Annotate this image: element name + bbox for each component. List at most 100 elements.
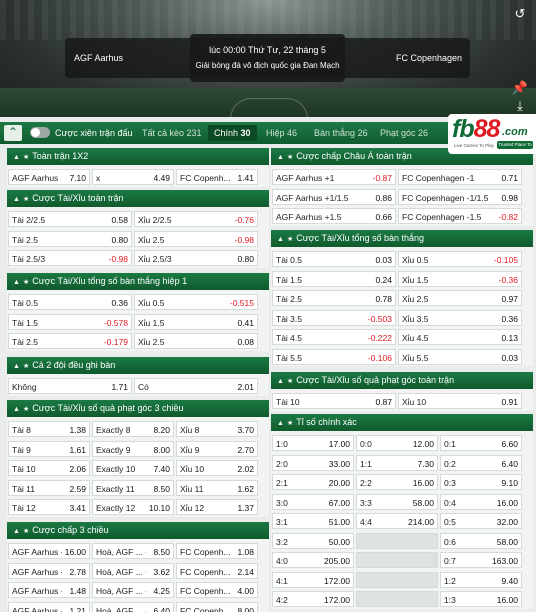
odds-cell[interactable]: 0:6 58.00 — [440, 532, 522, 549]
odds-cell[interactable]: 1:3 16.00 — [440, 591, 522, 607]
odds-cell[interactable]: FC Copenh... -2 4.00 — [176, 582, 258, 598]
odds-cell[interactable]: x 4.49 — [92, 169, 174, 185]
odds-cell[interactable]: FC Copenh... 1.41 — [176, 169, 258, 185]
tab-corners[interactable]: Phạt góc 26 — [380, 128, 429, 138]
odds-cell[interactable]: Hoà, AGF ... +1 3.62 — [92, 562, 174, 579]
odds-cell[interactable]: AGF Aarhus 7.10 — [8, 169, 90, 185]
star-icon[interactable]: ★ — [286, 236, 294, 243]
tab-all-markets[interactable]: Tất cả kèo 231 — [142, 128, 202, 138]
odds-cell[interactable]: AGF Aarhus +3 1.21 — [8, 601, 90, 612]
odds-cell[interactable]: 3:1 51.00 — [272, 513, 354, 529]
odds-cell[interactable]: AGF Aarhus +2 1.48 — [8, 582, 90, 598]
odds-cell[interactable]: 3:0 67.00 — [272, 493, 354, 510]
chevron-up-icon[interactable]: ▲ — [277, 378, 284, 385]
odds-cell[interactable]: 4:1 172.00 — [272, 571, 354, 588]
odds-cell[interactable]: Có 2.01 — [134, 378, 258, 394]
odds-cell[interactable]: Xỉu 1.5 0.41 — [134, 313, 258, 330]
odds-cell[interactable]: 2:2 16.00 — [356, 474, 438, 490]
chevron-up-icon[interactable]: ▲ — [13, 528, 20, 535]
odds-cell[interactable]: Xỉu 3.5 0.36 — [398, 309, 522, 326]
odds-cell[interactable]: Xỉu 4.5 0.13 — [398, 329, 522, 345]
odds-cell[interactable]: Xỉu 8 3.70 — [176, 421, 258, 437]
odds-cell[interactable]: 2:0 33.00 — [272, 454, 354, 471]
odds-cell[interactable]: Hoà, AGF ... +3 6.40 — [92, 601, 174, 612]
odds-cell[interactable]: Exactly 8 8.20 — [92, 421, 174, 437]
odds-cell[interactable]: 0:2 6.40 — [440, 454, 522, 471]
odds-cell[interactable]: Tài 2.5 0.80 — [8, 230, 132, 247]
chevron-up-icon[interactable]: ▲ — [13, 363, 20, 370]
chevron-up-icon[interactable]: ▲ — [277, 154, 284, 161]
odds-cell[interactable]: Tài 9 1.61 — [8, 440, 90, 457]
star-icon[interactable]: ★ — [286, 378, 294, 385]
odds-cell[interactable]: Exactly 12 10.10 — [92, 499, 174, 515]
odds-cell[interactable]: Xỉu 10 0.91 — [398, 393, 522, 409]
odds-cell[interactable]: Xỉu 10 2.02 — [176, 460, 258, 476]
section-header[interactable]: ▲ ★ Cược Tài/Xỉu số quả phạt góc 3 chiều — [7, 400, 269, 417]
odds-cell[interactable]: 3:2 50.00 — [272, 532, 354, 549]
odds-cell[interactable]: Tài 11 2.59 — [8, 479, 90, 496]
odds-cell[interactable]: Tài 2.5 -0.179 — [8, 333, 132, 349]
odds-cell[interactable]: Tài 0.5 0.36 — [8, 294, 132, 310]
odds-cell[interactable]: AGF Aarhus -116.00 — [8, 543, 90, 559]
odds-cell[interactable]: 4:4 214.00 — [356, 513, 438, 529]
chevron-up-icon[interactable]: ▲ — [13, 279, 20, 286]
star-icon[interactable]: ★ — [286, 420, 294, 427]
odds-cell[interactable]: FC Copenhagen -1/1.5 0.98 — [398, 188, 522, 205]
odds-cell[interactable]: Hoà, AGF ... +2 4.25 — [92, 582, 174, 598]
odds-cell[interactable]: Tài 0.5 0.03 — [272, 251, 396, 267]
chevron-up-icon[interactable]: ▲ — [277, 420, 284, 427]
odds-cell[interactable]: AGF Aarhus +1 2.78 — [8, 562, 90, 579]
odds-cell[interactable]: Hoà, AGF ... -1 8.50 — [92, 543, 174, 559]
tab-half[interactable]: Hiệp 46 — [266, 128, 298, 138]
star-icon[interactable]: ★ — [22, 279, 30, 286]
chevron-up-icon[interactable]: ▲ — [277, 236, 284, 243]
odds-cell[interactable]: AGF Aarhus +1.5 0.66 — [272, 208, 396, 224]
odds-cell[interactable]: Xỉu 2.5 -0.98 — [134, 230, 258, 247]
odds-cell[interactable]: FC Copenhagen -1 0.71 — [398, 169, 522, 185]
section-header[interactable]: ▲ ★ Cược Tài/Xỉu tổng số bàn thắng — [271, 230, 533, 247]
odds-cell[interactable]: 4:0 205.00 — [272, 552, 354, 568]
section-header[interactable]: ▲ ★ Cược Tài/Xỉu tổng số bàn thắng hiệp 1 — [7, 273, 269, 290]
star-icon[interactable]: ★ — [22, 528, 30, 535]
odds-cell[interactable]: Tài 10 2.06 — [8, 460, 90, 476]
odds-cell[interactable]: Xỉu 2.5 0.08 — [134, 333, 258, 349]
chevron-up-icon[interactable]: ▲ — [13, 196, 20, 203]
odds-cell[interactable]: Tài 2.5 0.78 — [272, 290, 396, 306]
odds-cell[interactable]: Xỉu 2/2.5 -0.76 — [134, 211, 258, 227]
odds-cell[interactable]: Tài 8 1.38 — [8, 421, 90, 437]
odds-cell[interactable]: 0:1 6.60 — [440, 435, 522, 451]
odds-cell[interactable]: AGF Aarhus +1 -0.87 — [272, 169, 396, 185]
odds-cell[interactable]: Không 1.71 — [8, 378, 132, 394]
section-header[interactable]: ▲ ★ Cược chấp 3 chiều — [7, 522, 269, 539]
collapse-all-button[interactable]: ⌃ — [4, 125, 22, 141]
odds-cell[interactable]: 3:3 58.00 — [356, 493, 438, 510]
odds-cell[interactable]: Tài 10 0.87 — [272, 393, 396, 409]
star-icon[interactable]: ★ — [22, 406, 30, 413]
odds-cell[interactable]: Tài 3.5 -0.503 — [272, 309, 396, 326]
pin-icon[interactable]: 📌 — [511, 80, 529, 95]
odds-cell[interactable]: Tài 2.5/3 -0.98 — [8, 250, 132, 266]
odds-cell[interactable]: 4:2 172.00 — [272, 591, 354, 607]
odds-cell[interactable]: 0:0 12.00 — [356, 435, 438, 451]
parlay-toggle[interactable] — [30, 127, 50, 138]
odds-cell[interactable]: FC Copenh... +1 1.08 — [176, 543, 258, 559]
odds-cell[interactable]: FC Copenhagen -1.5 -0.82 — [398, 208, 522, 224]
odds-cell[interactable]: Tài 1.5 -0.578 — [8, 313, 132, 330]
odds-cell[interactable]: Xỉu 12 1.37 — [176, 499, 258, 515]
star-icon[interactable]: ★ — [22, 196, 30, 203]
odds-cell[interactable]: 1:2 9.40 — [440, 571, 522, 588]
odds-cell[interactable]: 1:0 17.00 — [272, 435, 354, 451]
odds-cell[interactable]: Xỉu 0.5 -0.105 — [398, 251, 522, 267]
odds-cell[interactable]: FC Copenh... -3 8.00 — [176, 601, 258, 612]
tab-goals[interactable]: Bàn thắng 26 — [314, 128, 368, 138]
odds-cell[interactable]: Tài 12 3.41 — [8, 499, 90, 515]
odds-cell[interactable]: Exactly 9 8.00 — [92, 440, 174, 457]
odds-cell[interactable]: 0:7 163.00 — [440, 552, 522, 568]
section-header[interactable]: ▲ ★ Cả 2 đội đều ghi bàn — [7, 357, 269, 374]
odds-cell[interactable]: 0:5 32.00 — [440, 513, 522, 529]
section-header[interactable]: ▲ ★ Cược Tài/Xỉu toàn trận — [7, 190, 269, 207]
odds-cell[interactable]: AGF Aarhus +1/1.5 0.86 — [272, 188, 396, 205]
tab-main[interactable]: Chính 30 — [208, 125, 257, 141]
odds-cell[interactable]: Tài 1.5 0.24 — [272, 270, 396, 287]
odds-cell[interactable]: Xỉu 1.5 -0.36 — [398, 270, 522, 287]
